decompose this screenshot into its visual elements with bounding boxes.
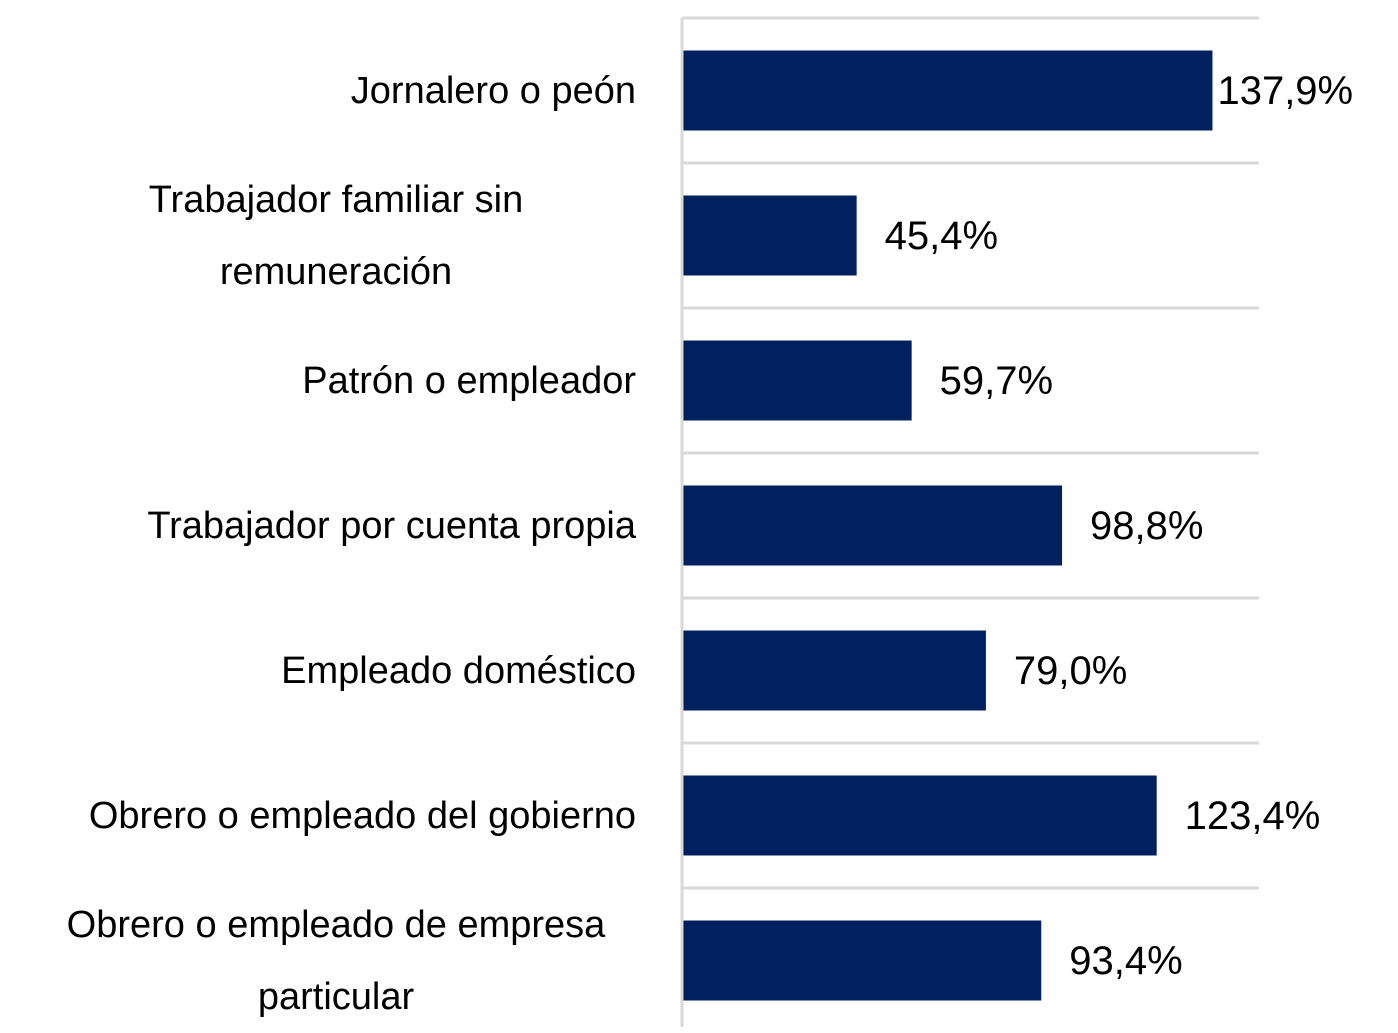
y-tick-label: Obrero o empleado de empresa particular	[66, 903, 606, 1018]
y-tick-label-box: Trabajador familiar sin remuneración	[0, 163, 636, 308]
y-tick-label-box: Trabajador por cuenta propia	[0, 453, 636, 598]
y-tick-label: Trabajador por cuenta propia	[147, 504, 636, 547]
data-label: 59,7%	[939, 358, 1054, 403]
y-tick-label-box: Obrero o empleado del gobierno	[0, 743, 636, 888]
y-tick-label: Empleado doméstico	[281, 649, 636, 692]
bar	[682, 50, 1213, 131]
bar	[682, 630, 986, 711]
data-label: 79,0%	[1013, 648, 1128, 693]
y-tick-label: Trabajador familiar sin remuneración	[148, 178, 524, 293]
bar	[682, 195, 857, 276]
data-label: 45,4%	[884, 213, 999, 258]
data-label: 137,9%	[1217, 68, 1354, 113]
y-tick-label-box: Empleado doméstico	[0, 598, 636, 743]
y-tick-label: Obrero o empleado del gobierno	[88, 794, 636, 837]
data-label: 93,4%	[1069, 938, 1183, 983]
y-tick-label: Jornalero o peón	[350, 69, 636, 112]
data-label: 98,8%	[1090, 503, 1204, 548]
y-tick-label-box: Obrero o empleado de empresa particular	[0, 888, 636, 1033]
bar	[682, 340, 912, 421]
y-tick-label-box: Jornalero o peón	[0, 18, 636, 163]
y-tick-label-box: Patrón o empleador	[0, 308, 636, 453]
bar	[682, 775, 1157, 856]
bar	[682, 485, 1063, 566]
bar	[682, 920, 1042, 1001]
y-tick-label: Patrón o empleador	[302, 359, 636, 402]
data-label: 123,4%	[1184, 793, 1321, 838]
